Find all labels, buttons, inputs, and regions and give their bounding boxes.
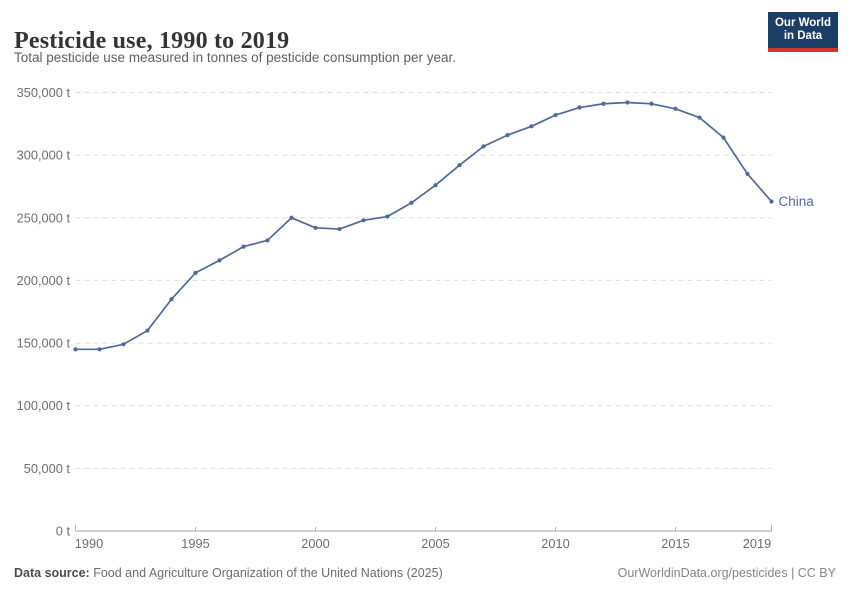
owid-logo-line1: Our World xyxy=(774,17,831,29)
data-point[interactable] xyxy=(169,297,174,302)
owid-logo-line2: in Data xyxy=(783,30,823,42)
data-source: Data source: Food and Agriculture Organi… xyxy=(14,566,443,580)
data-point[interactable] xyxy=(73,347,78,352)
y-axis-tick-label: 350,000 t xyxy=(17,85,71,100)
credit-link[interactable]: OurWorldinData.org/pesticides | CC BY xyxy=(617,566,836,580)
data-point[interactable] xyxy=(457,163,462,168)
data-point[interactable] xyxy=(601,101,606,106)
chart-subtitle: Total pesticide use measured in tonnes o… xyxy=(14,50,457,65)
y-axis-tick-label: 50,000 t xyxy=(24,461,71,476)
y-axis-tick-label: 300,000 t xyxy=(17,148,71,163)
x-axis-tick-label: 2015 xyxy=(661,536,689,551)
data-point[interactable] xyxy=(673,106,678,111)
line-series-china[interactable] xyxy=(74,101,773,351)
data-point[interactable] xyxy=(193,270,198,276)
data-point[interactable] xyxy=(361,218,366,223)
data-point[interactable] xyxy=(529,124,534,129)
y-axis-tick-label: 200,000 t xyxy=(17,273,71,288)
data-point[interactable] xyxy=(625,100,630,105)
data-point[interactable] xyxy=(409,200,414,205)
x-axis-tick-label: 1990 xyxy=(75,536,103,551)
x-axis-tick-label: 2005 xyxy=(421,536,449,551)
data-point[interactable] xyxy=(697,115,702,120)
data-point[interactable] xyxy=(97,347,102,352)
data-point[interactable] xyxy=(769,199,774,204)
data-point[interactable] xyxy=(265,238,270,243)
chart-footer: Data source: Food and Agriculture Organi… xyxy=(14,566,836,580)
data-point[interactable] xyxy=(337,226,342,232)
data-point[interactable] xyxy=(505,132,510,138)
data-point[interactable] xyxy=(241,244,246,249)
data-source-label: Data source: xyxy=(14,566,90,580)
data-source-text: Food and Agriculture Organization of the… xyxy=(93,566,443,580)
data-point[interactable] xyxy=(145,328,150,333)
data-point[interactable] xyxy=(433,183,438,188)
y-axis-tick-label: 150,000 t xyxy=(17,336,71,351)
data-point[interactable] xyxy=(121,342,126,347)
data-point[interactable] xyxy=(649,101,654,106)
data-point[interactable] xyxy=(313,225,318,230)
series-label-china[interactable]: China xyxy=(779,194,815,209)
y-axis-tick-label: 100,000 t xyxy=(17,398,71,413)
data-point[interactable] xyxy=(481,144,486,149)
data-point[interactable] xyxy=(289,215,294,220)
data-point[interactable] xyxy=(577,105,582,110)
x-axis-tick-label: 2019 xyxy=(743,536,771,551)
data-point[interactable] xyxy=(385,214,390,219)
x-axis-tick-label: 2000 xyxy=(301,536,329,551)
data-point[interactable] xyxy=(721,135,726,140)
x-axis-tick-label: 1995 xyxy=(181,536,209,551)
x-axis-tick-label: 2010 xyxy=(541,536,569,551)
data-point[interactable] xyxy=(217,258,222,263)
data-point[interactable] xyxy=(553,112,558,118)
y-axis-tick-label: 250,000 t xyxy=(17,210,71,225)
owid-logo[interactable]: Our World in Data xyxy=(768,12,838,52)
chart-title: Pesticide use, 1990 to 2019 xyxy=(14,28,290,55)
data-point[interactable] xyxy=(745,171,750,177)
y-axis-tick-label: 0 t xyxy=(56,524,71,539)
